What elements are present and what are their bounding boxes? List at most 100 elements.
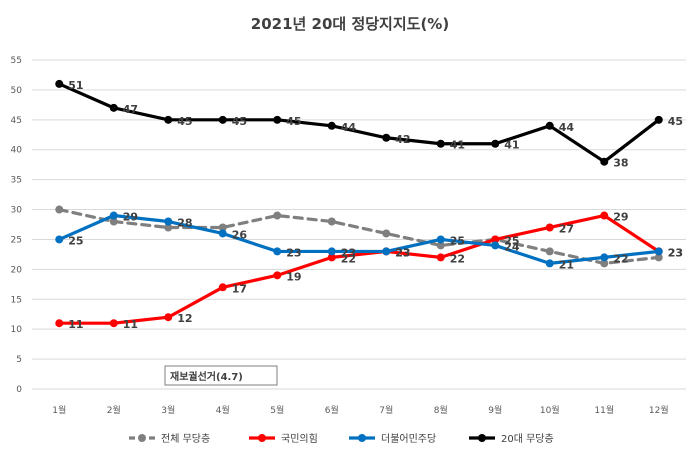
data-label: 38 [613,157,628,170]
data-label: 19 [286,270,301,283]
data-label: 45 [668,115,683,128]
data-point [491,139,500,148]
data-point [55,319,64,328]
data-label: 23 [668,246,683,259]
data-label: 27 [559,222,574,235]
data-point [382,229,391,238]
x-tick-label: 2월 [107,404,121,416]
data-label: 12 [177,312,192,325]
data-label: 11 [123,318,138,331]
data-point [436,241,445,250]
legend-swatch-marker-3 [478,434,486,442]
y-axis: 0 5 10 15 20 25 30 35 40 45 50 55 [11,56,23,395]
data-point [600,253,609,262]
series-line-2 [57,213,661,265]
data-label: 47 [123,103,138,116]
data-label: 45 [232,115,247,128]
data-point [218,115,227,124]
data-point [218,229,227,238]
data-point [545,223,554,232]
legend-label-0: 전체 무당층 [161,433,210,445]
legend: 전체 무당층 국민의힘 더불어민주당 20대 무당층 [129,433,554,445]
data-label: 22 [450,252,465,265]
y-tick-label: 45 [11,116,22,126]
data-point [545,259,554,268]
data-point [491,241,500,250]
data-label: 44 [341,121,357,134]
series-group [55,79,663,328]
y-tick-label: 0 [16,385,22,395]
data-point [55,79,64,88]
y-tick-label: 30 [11,206,23,216]
y-tick-label: 55 [11,56,22,66]
data-label: 23 [286,246,301,259]
y-tick-label: 10 [11,325,23,335]
data-point [273,211,282,220]
x-tick-label: 10월 [540,404,560,416]
data-label: 42 [395,133,410,146]
data-point [109,319,118,328]
chart-title: 2021년 20대 정당지지도(%) [251,15,449,33]
data-point [55,205,64,214]
data-point [164,217,173,226]
data-label: 22 [613,252,628,265]
data-label: 22 [341,252,356,265]
data-point [164,313,173,322]
y-tick-label: 25 [11,235,22,245]
x-tick-label: 6월 [325,404,339,416]
data-label: 41 [450,139,465,152]
data-point [218,283,227,292]
data-label: 51 [68,79,83,92]
y-tick-label: 35 [11,176,22,186]
data-point [600,157,609,166]
election-annotation: 재보궐선거(4.7) [164,365,278,386]
data-point [436,139,445,148]
data-label: 23 [395,246,410,259]
data-label: 24 [504,240,520,253]
data-label: 23 [341,246,356,259]
data-point [327,217,336,226]
legend-swatch-marker-0 [138,434,146,442]
annotation-label: 재보궐선거(4.7) [170,370,243,383]
data-label: 11 [68,318,83,331]
x-tick-label: 5월 [270,404,284,416]
y-tick-label: 5 [16,355,22,365]
series-line-3 [57,82,661,164]
data-point [327,121,336,130]
y-tick-label: 15 [11,295,22,305]
data-label: 29 [613,211,628,224]
x-tick-label: 4월 [216,404,230,416]
data-point [109,211,118,220]
data-point [382,247,391,256]
data-point [600,211,609,220]
data-point [545,247,554,256]
y-tick-label: 50 [11,86,23,96]
data-label: 28 [177,217,192,230]
data-point [545,121,554,130]
data-point [273,247,282,256]
data-label: 44 [559,121,575,134]
x-tick-label: 1월 [52,404,66,416]
data-label: 17 [232,282,247,295]
data-point [109,103,118,112]
data-label: 45 [286,115,301,128]
annotation-box [164,365,278,386]
data-label: 45 [177,115,192,128]
data-point [491,235,500,244]
x-tick-label: 7월 [379,404,393,416]
x-axis: 1월 2월 3월 4월 5월 6월 7월 8월 9월 10월 11월 12월 [52,404,668,416]
data-point [436,253,445,262]
data-label: 23 [395,246,410,259]
data-point [109,217,118,226]
data-point [164,223,173,232]
y-tick-label: 40 [11,146,23,156]
series-line-1 [57,213,661,325]
data-label: 41 [504,139,519,152]
x-tick-label: 9월 [488,404,502,416]
data-point [436,235,445,244]
data-point [382,133,391,142]
data-label: 25 [68,234,83,247]
data-point [218,223,227,232]
data-point [55,235,64,244]
